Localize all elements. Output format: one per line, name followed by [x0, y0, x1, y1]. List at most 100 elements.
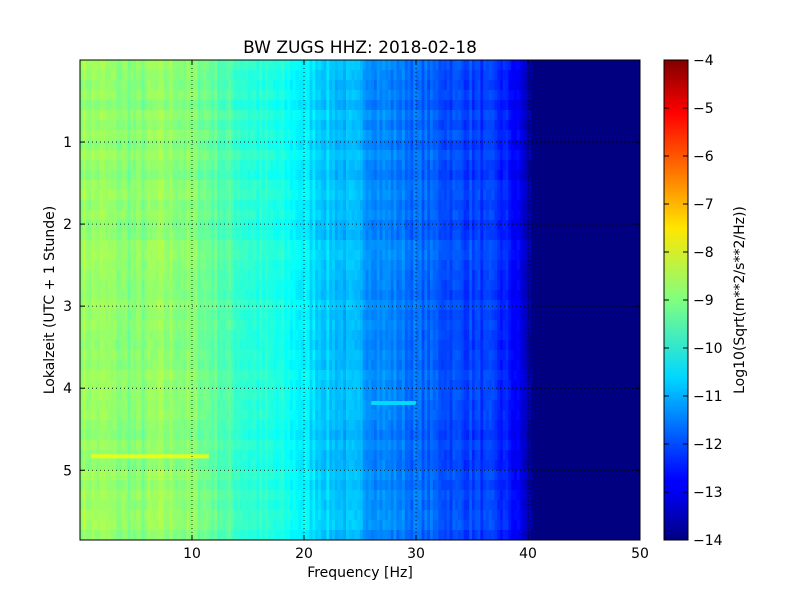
heatmap-cell [500, 100, 504, 111]
heatmap-cell [155, 120, 159, 131]
heatmap-cell [82, 60, 87, 71]
heatmap-cell [94, 60, 98, 71]
heatmap-cell [542, 60, 546, 71]
heatmap-cell [508, 70, 512, 81]
heatmap-cell [91, 100, 95, 111]
heatmap-cell [262, 90, 266, 101]
heatmap-cell [472, 90, 476, 101]
heatmap-cell [136, 80, 140, 91]
heatmap-cell [332, 80, 336, 91]
heatmap-cell [178, 90, 182, 101]
heatmap-cell [122, 70, 126, 81]
heatmap-cell [102, 100, 106, 111]
heatmap-cell [113, 70, 117, 81]
heatmap-cell [402, 120, 406, 131]
heatmap-cell [365, 100, 369, 111]
heatmap-cell [80, 110, 84, 121]
heatmap-cell [264, 70, 269, 81]
heatmap-cell [220, 60, 224, 71]
heatmap-cell [119, 70, 123, 81]
heatmap-cell [480, 70, 484, 81]
heatmap-cell [192, 70, 196, 81]
heatmap-cell [234, 80, 238, 91]
heatmap-cell [354, 80, 358, 91]
heatmap-cell [575, 60, 579, 71]
heatmap-cell [542, 70, 546, 81]
heatmap-cell [620, 90, 624, 101]
heatmap-cell [348, 90, 353, 101]
heatmap-cell [354, 90, 358, 101]
heatmap-cell [248, 70, 252, 81]
heatmap-cell [416, 90, 420, 101]
heatmap-cell [108, 110, 112, 121]
heatmap-cell [88, 60, 92, 71]
heatmap-cell [144, 90, 148, 101]
heatmap-cell [203, 100, 207, 111]
heatmap-cell [388, 120, 392, 131]
heatmap-cell [189, 100, 193, 111]
heatmap-cell [273, 110, 277, 121]
heatmap-cell [581, 70, 585, 81]
heatmap-cell [278, 100, 283, 111]
heatmap-cell [320, 110, 325, 121]
heatmap-cell [544, 90, 549, 101]
heatmap-cell [542, 90, 546, 101]
heatmap-cell [606, 90, 610, 101]
heatmap-cell [248, 120, 252, 131]
heatmap-cell [287, 70, 291, 81]
heatmap-cell [502, 60, 507, 71]
heatmap-cell [578, 80, 582, 91]
heatmap-cell [122, 100, 126, 111]
heatmap-cell [603, 60, 607, 71]
heatmap-cell [278, 80, 283, 91]
heatmap-cell [430, 80, 434, 91]
heatmap-cell [169, 120, 173, 131]
heatmap-cell [262, 110, 266, 121]
heatmap-cell [483, 90, 487, 101]
heatmap-cell [603, 90, 607, 101]
heatmap-cell [172, 120, 176, 131]
heatmap-cell [183, 90, 187, 101]
heatmap-cell [290, 100, 294, 111]
heatmap-cell [418, 120, 423, 131]
heatmap-cell [127, 60, 131, 71]
heatmap-cell [82, 110, 87, 121]
heatmap-cell [85, 60, 89, 71]
heatmap-cell [360, 120, 364, 131]
heatmap-cell [105, 80, 109, 91]
heatmap-cell [581, 110, 585, 121]
heatmap-cell [536, 70, 540, 81]
heatmap-cell [295, 100, 299, 111]
heatmap-cell [620, 70, 624, 81]
heatmap-cell [323, 100, 327, 111]
heatmap-cell [354, 100, 358, 111]
heatmap-cell [530, 70, 535, 81]
heatmap-cell [124, 90, 129, 101]
heatmap-cell [614, 70, 619, 81]
heatmap-cell [225, 60, 229, 71]
heatmap-cell [418, 100, 423, 111]
heatmap-cell [208, 100, 213, 111]
heatmap-cell [505, 110, 509, 121]
heatmap-cell [631, 100, 635, 111]
heatmap-cell [533, 100, 537, 111]
heatmap-cell [318, 80, 322, 91]
heatmap-cell [589, 100, 593, 111]
heatmap-cell [522, 90, 526, 101]
heatmap-cell [553, 70, 557, 81]
heatmap-cell [200, 110, 204, 121]
heatmap-cell [460, 90, 465, 101]
heatmap-cell [228, 120, 232, 131]
heatmap-cell [617, 70, 621, 81]
heatmap-cell [556, 60, 560, 71]
heatmap-cell [388, 70, 392, 81]
heatmap-cell [371, 60, 375, 71]
heatmap-cell [217, 90, 221, 101]
heatmap-cell [172, 100, 176, 111]
heatmap-cell [315, 60, 319, 71]
heatmap-cell [136, 70, 140, 81]
heatmap-cell [614, 60, 619, 71]
heatmap-cell [396, 110, 400, 121]
heatmap-cell [438, 70, 442, 81]
heatmap-cell [309, 120, 313, 131]
